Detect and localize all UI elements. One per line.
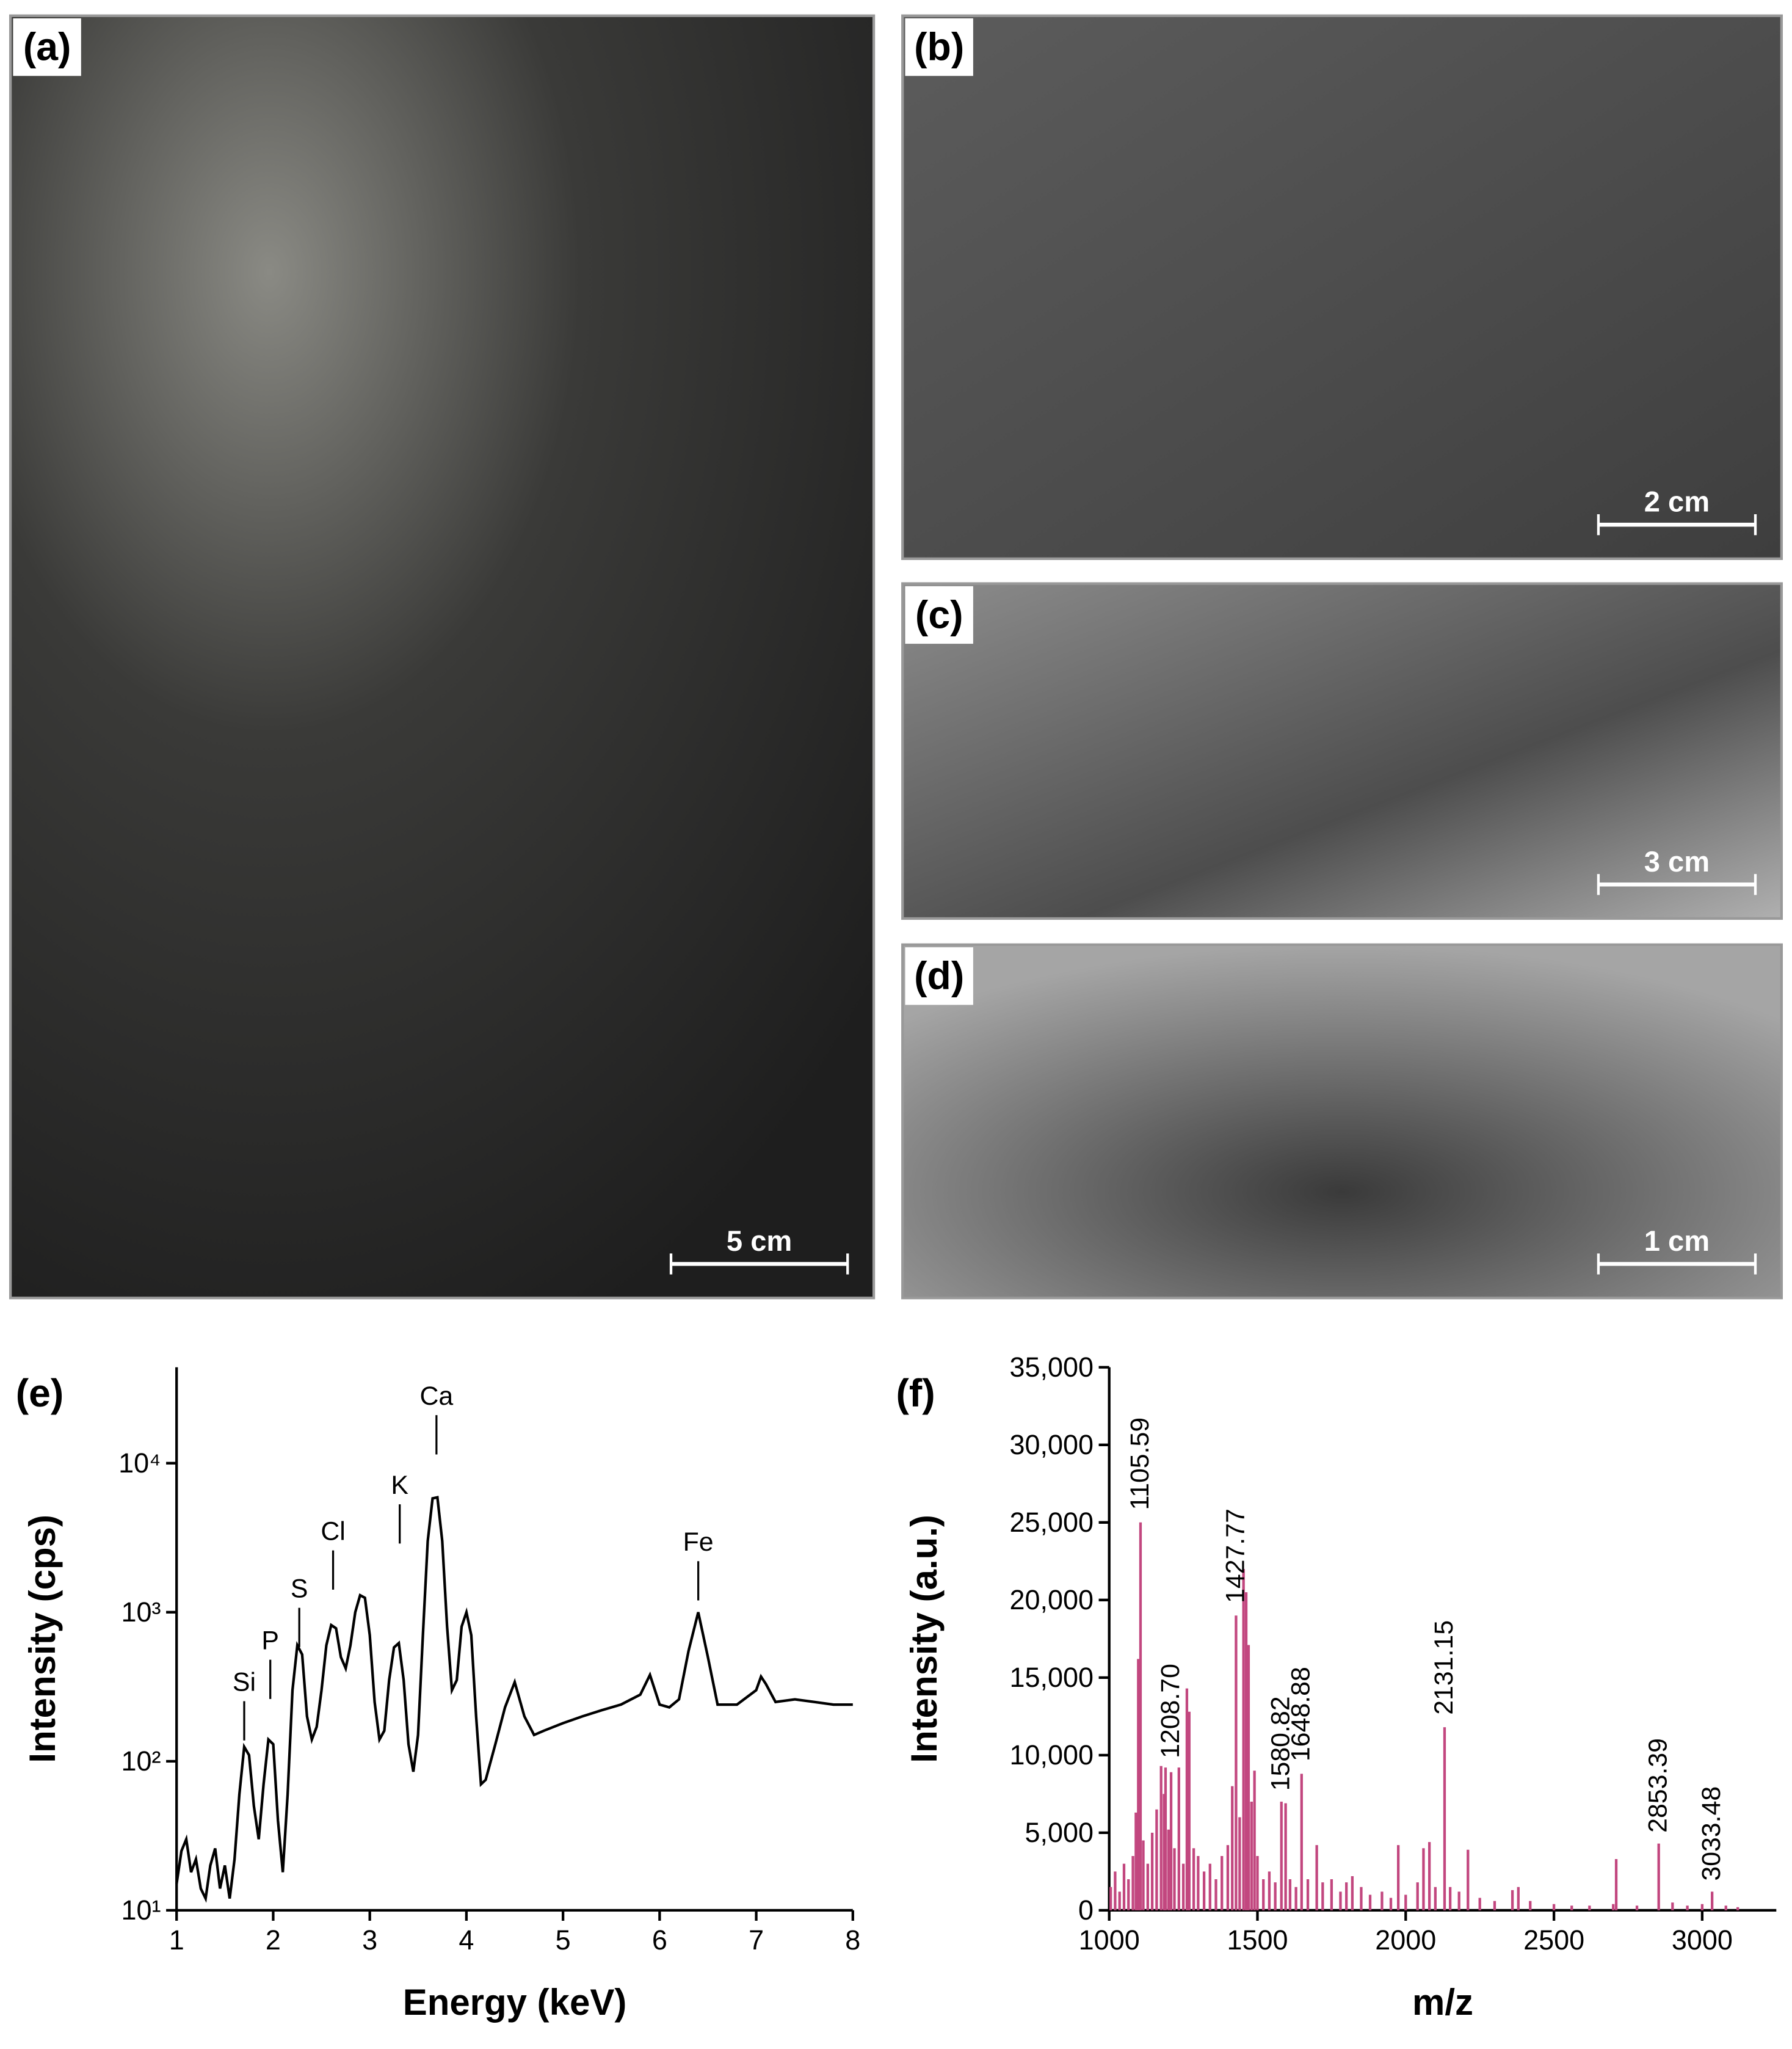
x-tick-label: 5 — [556, 1924, 571, 1956]
panel-label-box — [13, 18, 81, 76]
y-tick-label: 30,000 — [1009, 1429, 1094, 1460]
x-tick-label: 6 — [652, 1924, 667, 1956]
panel-label: (b) — [914, 25, 964, 69]
photo-b — [901, 14, 1783, 560]
y-tick-label: 0 — [1078, 1894, 1094, 1926]
annotation: 2131.15 — [1429, 1620, 1459, 1715]
spectrum-line — [175, 1496, 853, 1903]
y-tick-label: 25,000 — [1009, 1507, 1094, 1538]
scale-bar-label: 2 cm — [1644, 486, 1710, 518]
y-tick-label: 15,000 — [1009, 1662, 1094, 1693]
x-tick-label: 3 — [362, 1924, 377, 1956]
y-axis-title: Intensity (a.u.) — [904, 1515, 945, 1763]
x-tick-label: 2500 — [1523, 1924, 1584, 1956]
photo-a — [9, 14, 876, 1300]
x-axis-title: Energy (keV) — [403, 1982, 627, 2023]
y-tick-label: 10³ — [122, 1596, 161, 1628]
x-tick-label: 1500 — [1227, 1924, 1288, 1956]
annotation: S — [291, 1574, 308, 1604]
y-tick-label: 10² — [122, 1745, 161, 1777]
y-tick-label: 10,000 — [1009, 1739, 1094, 1771]
annotation: 3033.48 — [1697, 1786, 1726, 1881]
scale-bar-label: 3 cm — [1644, 845, 1710, 878]
x-tick-label: 7 — [749, 1924, 764, 1956]
x-tick-label: 4 — [459, 1924, 474, 1956]
x-tick-label: 2000 — [1375, 1924, 1436, 1956]
panel-label: (f) — [896, 1371, 935, 1415]
annotation: 1648.88 — [1286, 1667, 1316, 1761]
x-tick-label: 1 — [169, 1924, 184, 1956]
annotation: 1427.77 — [1221, 1509, 1250, 1603]
annotation: Ca — [419, 1381, 453, 1411]
panel-label-box — [905, 586, 973, 644]
scale-bar-label: 5 cm — [727, 1225, 792, 1257]
panel-label: (a) — [23, 25, 71, 69]
photo-d — [901, 943, 1783, 1300]
y-axis-title: Intensity (cps) — [22, 1515, 63, 1763]
y-tick-label: 10⁴ — [118, 1447, 161, 1479]
annotation: Si — [233, 1667, 256, 1697]
annotation: 2853.39 — [1644, 1738, 1673, 1833]
x-axis-title: m/z — [1412, 1982, 1473, 2023]
annotation: 1580.82 — [1266, 1696, 1296, 1791]
y-tick-label: 35,000 — [1009, 1352, 1094, 1383]
photo-c — [901, 582, 1783, 920]
y-tick-label: 5,000 — [1025, 1817, 1094, 1848]
annotation: Fe — [683, 1527, 714, 1557]
annotation: 1105.59 — [1125, 1418, 1155, 1510]
annotation: K — [391, 1471, 408, 1500]
x-tick-label: 8 — [845, 1924, 860, 1956]
annotation: P — [261, 1626, 279, 1655]
x-tick-label: 1000 — [1079, 1924, 1140, 1956]
panel-label: (d) — [914, 954, 964, 998]
scale-bar-label: 1 cm — [1644, 1225, 1710, 1257]
y-tick-label: 20,000 — [1009, 1584, 1094, 1615]
panel-label-box — [905, 947, 973, 1005]
annotation: Cl — [321, 1516, 345, 1546]
panel-label: (c) — [915, 592, 963, 636]
annotation: 1208.70 — [1156, 1664, 1185, 1758]
x-tick-label: 3000 — [1672, 1924, 1733, 1956]
x-tick-label: 2 — [266, 1924, 281, 1956]
panel-label-box — [905, 18, 973, 76]
y-tick-label: 10¹ — [122, 1894, 161, 1926]
panel-label: (e) — [16, 1371, 64, 1415]
